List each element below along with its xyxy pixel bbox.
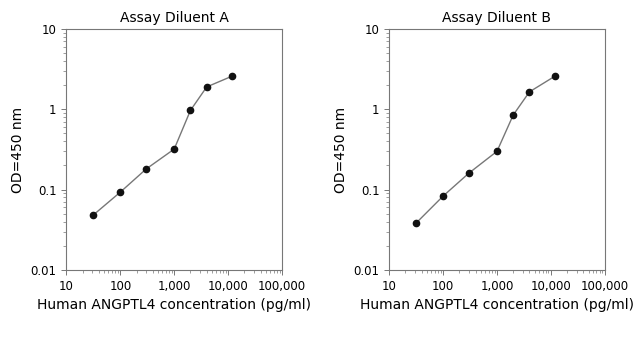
- Title: Assay Diluent B: Assay Diluent B: [442, 11, 552, 25]
- X-axis label: Human ANGPTL4 concentration (pg/ml): Human ANGPTL4 concentration (pg/ml): [360, 298, 634, 312]
- Y-axis label: OD=450 nm: OD=450 nm: [334, 107, 348, 192]
- Title: Assay Diluent A: Assay Diluent A: [120, 11, 228, 25]
- X-axis label: Human ANGPTL4 concentration (pg/ml): Human ANGPTL4 concentration (pg/ml): [37, 298, 311, 312]
- Y-axis label: OD=450 nm: OD=450 nm: [11, 107, 25, 192]
